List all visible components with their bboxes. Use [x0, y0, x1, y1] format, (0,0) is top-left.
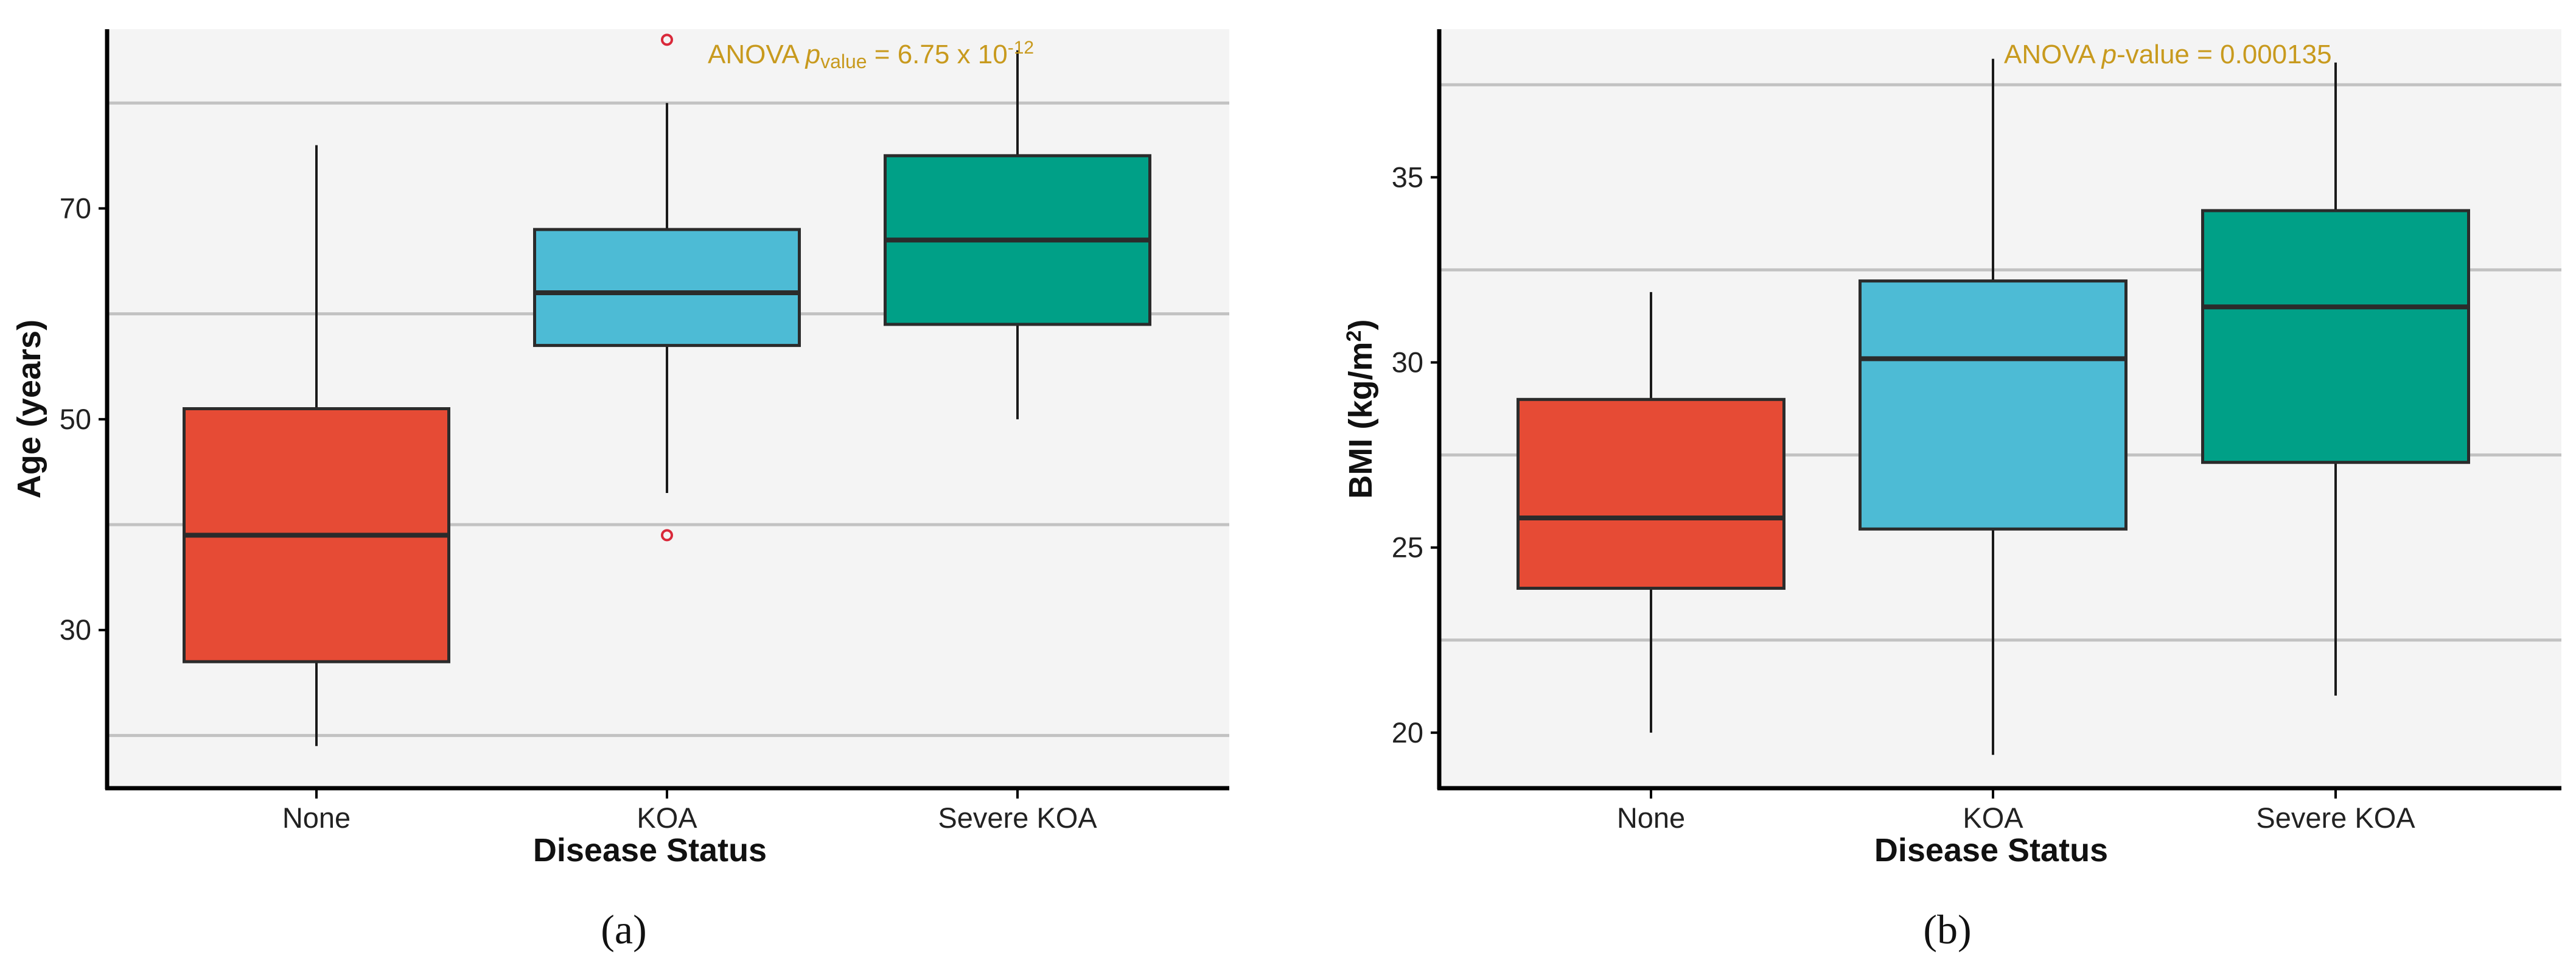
panel-a-ticks: 30 50 70 None KOA Severe KOA: [60, 192, 1098, 834]
panel-b-ticks: 20 25 30 35 None KOA Severe KOA: [1392, 161, 2416, 834]
panel-a-caption: (a): [601, 906, 646, 953]
panel-a-anova-annotation: ANOVA pvalue = 6.75 x 10-12: [708, 38, 1034, 72]
panel-b-iqr-box-1: [1859, 279, 2127, 531]
panel-a-box-2: [884, 50, 1151, 419]
panel-b-ytick-label-1: 25: [1392, 531, 1423, 564]
panel-b-ytick-label-3: 35: [1392, 161, 1423, 193]
panel-a-boxes: [183, 33, 1151, 746]
panel-b-x-axis-title: Disease Status: [1874, 832, 2108, 869]
panel-a-x-axis-title: Disease Status: [533, 832, 767, 869]
panel-b-bmi-boxplot: 20 25 30 35 None KOA Severe KOA Disease Status…: [1342, 29, 2561, 953]
panel-b-iqr-box-0: [1517, 397, 1785, 590]
panel-b-xtick-label-0: None: [1617, 802, 1685, 834]
panel-b-anova-annotation: ANOVA p-value = 0.000135: [2004, 40, 2332, 69]
panel-b-xtick-label-2: Severe KOA: [2256, 802, 2415, 834]
panel-b-iqr-box-2: [2201, 209, 2470, 464]
panel-a-box-1: [533, 33, 801, 542]
panel-a-y-axis-title: Age (years): [11, 320, 47, 498]
panel-b-xtick-label-1: KOA: [1963, 802, 2023, 834]
panel-a-box-0: [183, 145, 450, 746]
panel-a-outlier-1-0: [661, 529, 673, 542]
panel-a-iqr-box-1: [533, 228, 801, 348]
panel-b-box-1: [1859, 58, 2127, 755]
panel-a-outlier-1-1: [661, 33, 673, 46]
panel-b-box-0: [1517, 292, 1785, 733]
panel-a-xtick-label-0: None: [282, 802, 351, 834]
panel-b-ytick-label-0: 20: [1392, 716, 1423, 749]
panel-b-boxes: [1517, 58, 2470, 755]
panel-b-ytick-label-2: 30: [1392, 346, 1423, 378]
panel-a-ytick-label-2: 70: [60, 192, 91, 224]
panel-a-xtick-label-1: KOA: [637, 802, 697, 834]
panel-a-ytick-label-1: 50: [60, 403, 91, 435]
panel-a-age-boxplot: 30 50 70 None KOA Severe KOA Disease Status A…: [11, 29, 1229, 953]
panel-a-xtick-label-2: Severe KOA: [938, 802, 1097, 834]
panel-b-box-2: [2201, 62, 2470, 696]
panel-b-caption: (b): [1923, 906, 1971, 953]
panel-b-y-axis-title: BMI (kg/m2): [1342, 320, 1379, 499]
panel-a-ytick-label-0: 30: [60, 614, 91, 646]
